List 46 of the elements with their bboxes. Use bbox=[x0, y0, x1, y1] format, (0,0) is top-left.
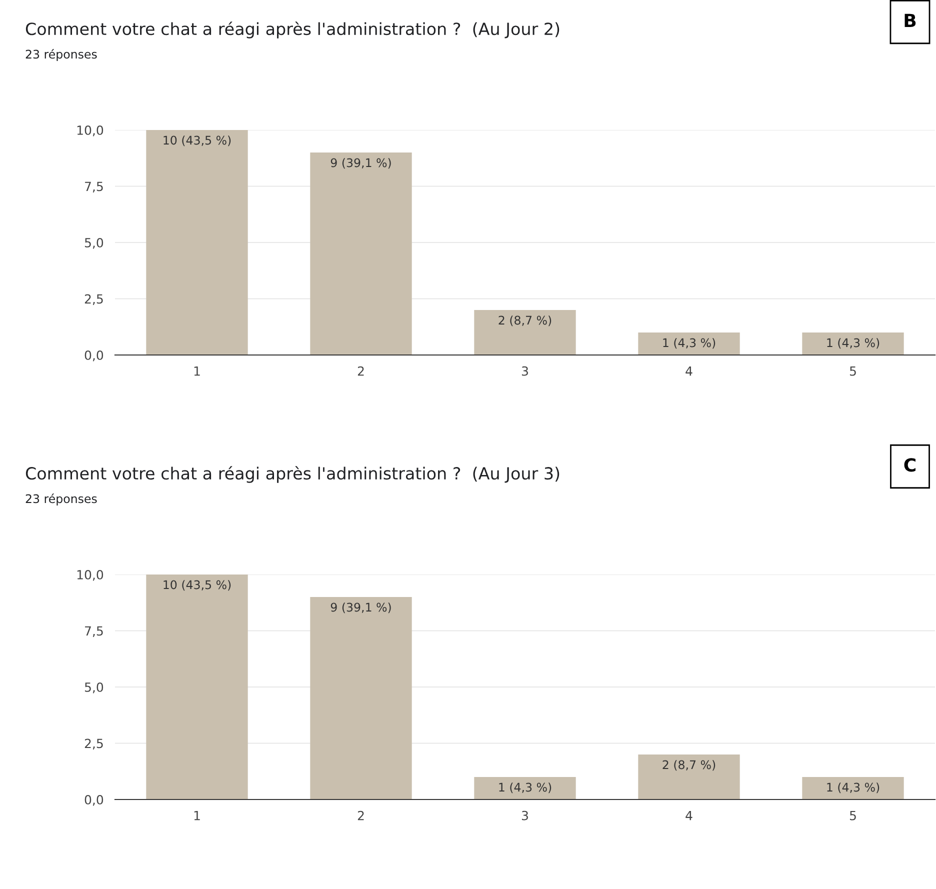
data-label: 2 (8,7 %) bbox=[662, 760, 716, 771]
data-label: 1 (4,3 %) bbox=[827, 338, 880, 349]
data-label: 1 (4,3 %) bbox=[499, 782, 552, 794]
text: B bbox=[904, 14, 916, 27]
y-tick-label: 5,0 bbox=[84, 682, 104, 694]
bar bbox=[802, 332, 904, 355]
y-tick-label: 0,0 bbox=[84, 794, 104, 806]
data-label: 9 (39,1 %) bbox=[330, 602, 391, 614]
bar bbox=[638, 754, 740, 800]
bar bbox=[474, 777, 576, 800]
chart-subtitle: 23 réponses bbox=[26, 49, 97, 61]
x-tick-label: 5 bbox=[850, 366, 856, 376]
x-tick-label: 4 bbox=[686, 810, 692, 820]
x-tick-label: 1 bbox=[194, 810, 200, 820]
bar bbox=[146, 130, 248, 355]
x-tick-label: 3 bbox=[522, 366, 528, 376]
y-tick-label: 2,5 bbox=[84, 738, 103, 750]
x-tick-label: 2 bbox=[358, 810, 364, 820]
y-tick-label: 10,0 bbox=[77, 570, 104, 581]
bar bbox=[474, 310, 576, 355]
x-tick-label: 1 bbox=[194, 366, 200, 376]
bar bbox=[310, 152, 412, 355]
y-tick-label: 10,0 bbox=[77, 125, 104, 136]
y-tick-label: 7,5 bbox=[85, 626, 103, 637]
y-tick-label: 0,0 bbox=[84, 350, 104, 362]
data-label: 9 (39,1 %) bbox=[330, 158, 391, 169]
x-tick-label: 3 bbox=[522, 810, 528, 820]
chart-subtitle: 23 réponses bbox=[26, 494, 97, 506]
data-label: 10 (43,5 %) bbox=[164, 580, 231, 591]
bar bbox=[310, 597, 412, 800]
chart-title: Comment votre chat a réagi après l'administration ? (Au Jour 3) bbox=[26, 466, 560, 483]
x-tick-label: 2 bbox=[358, 366, 364, 376]
chart-title: Comment votre chat a réagi après l'administration ? (Au Jour 2) bbox=[26, 22, 560, 38]
x-tick-label: 5 bbox=[850, 810, 856, 820]
text: C bbox=[904, 458, 916, 472]
data-label: 2 (8,7 %) bbox=[498, 316, 552, 326]
x-tick-label: 4 bbox=[686, 366, 692, 376]
y-tick-label: 2,5 bbox=[84, 294, 103, 305]
y-tick-label: 7,5 bbox=[85, 182, 103, 192]
y-tick-label: 5,0 bbox=[84, 238, 104, 249]
bar bbox=[638, 332, 740, 355]
bar bbox=[146, 574, 248, 800]
data-label: 1 (4,3 %) bbox=[827, 782, 880, 794]
data-label: 10 (43,5 %) bbox=[164, 136, 231, 146]
data-label: 1 (4,3 %) bbox=[663, 338, 716, 349]
bar bbox=[802, 777, 904, 800]
